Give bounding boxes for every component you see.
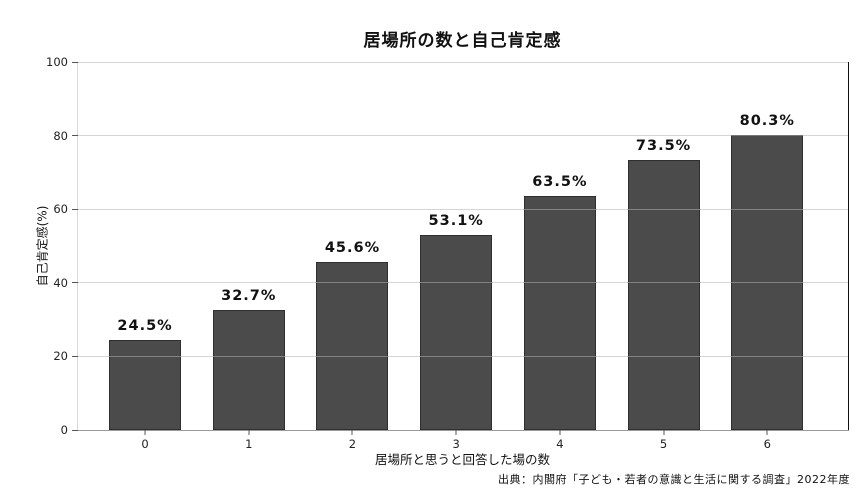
x-tick-label: 6 [763,437,771,451]
x-tick-mark [766,430,768,435]
bar [420,234,493,430]
x-tick-mark [248,430,250,435]
bar-value-label: 80.3% [739,112,795,129]
y-tick-mark [72,135,78,137]
chart-title: 居場所の数と自己肯定感 [363,31,562,51]
y-axis-label: 自己肯定感(%) [35,205,50,287]
y-tick-mark [72,355,78,357]
x-tick-mark [559,430,561,435]
x-tick-mark [455,430,457,435]
y-tick-label: 60 [53,202,68,217]
bar [731,134,804,430]
y-tick-mark [72,282,78,284]
y-tick-label: 80 [53,128,68,143]
bar-value-label: 24.5% [117,317,173,334]
x-tick-label: 5 [659,437,668,451]
bar-value-label: 63.5% [532,174,588,191]
gridline [78,355,849,357]
gridline [78,61,849,63]
y-tick-mark [72,208,78,210]
x-tick-mark [144,430,146,435]
y-tick-label: 20 [53,349,68,364]
right-spine [848,62,849,430]
x-tick-label: 0 [141,437,149,451]
gridline [78,208,849,210]
x-tick-label: 2 [348,437,357,451]
bar-value-label: 73.5% [635,137,692,154]
bar-value-label: 45.6% [324,240,381,257]
bar [212,309,285,430]
x-axis-label: 居場所と思うと回答した場の数 [374,452,550,467]
plot-area: 0 20 40 60 80 100 24.5% 0 32.7% 1 45.6% 2 53.1% 3 63.5… [46,55,849,451]
y-tick-label: 100 [46,55,68,69]
x-tick-label: 1 [245,437,253,451]
x-tick-mark [351,430,353,435]
gridline [78,282,849,284]
gridline [78,135,849,137]
x-tick-mark [663,430,665,435]
bar [316,262,389,430]
source-note: 出典：内閣府「子ども・若者の意識と生活に関する調査」2022年度 [498,473,850,486]
y-tick-mark [72,61,78,63]
x-tick-label: 3 [452,437,460,451]
bar-value-label: 32.7% [221,287,277,304]
bar [109,339,182,430]
y-tick-mark [72,429,78,431]
bar [523,196,596,430]
y-tick-label: 40 [53,275,68,290]
bar [627,159,700,430]
y-tick-label: 0 [60,423,68,437]
x-tick-label: 4 [556,437,564,451]
bar-value-label: 53.1% [428,212,484,229]
